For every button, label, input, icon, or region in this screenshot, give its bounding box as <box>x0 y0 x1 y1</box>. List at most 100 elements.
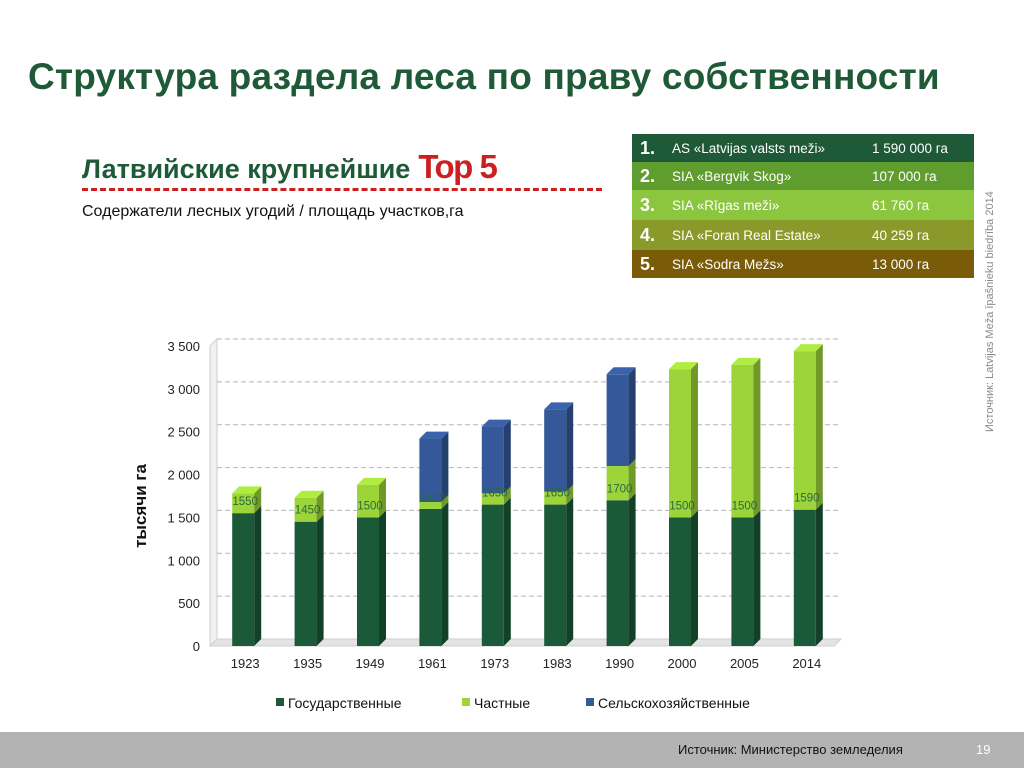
bar-segment <box>232 493 255 514</box>
bar-segment <box>606 466 629 501</box>
bar-segment-side <box>628 493 636 646</box>
x-tick-label: 1983 <box>543 656 572 671</box>
top5-rank: 2. <box>640 165 656 186</box>
y-tick-label: 0 <box>193 639 200 654</box>
data-label: 1500 <box>669 500 695 512</box>
top5-area: 40 259 га <box>872 227 930 243</box>
bar-segment-side <box>441 495 449 509</box>
dashed-divider <box>82 188 602 191</box>
data-label: 1450 <box>295 505 321 517</box>
top5-table: 1. AS «Latvijas valsts meži» 1 590 000 г… <box>632 134 974 278</box>
footer-bar: Источник: Министерство земледелия 19 <box>0 732 1024 768</box>
x-tick-label: 2005 <box>730 656 759 671</box>
bar-segment-side <box>379 510 386 646</box>
bar-segment-side <box>254 486 262 514</box>
x-tick-label: 1973 <box>480 656 509 671</box>
y-tick-label: 2 500 <box>167 425 200 440</box>
bar-top-face <box>294 490 324 498</box>
data-label: 1650 <box>544 488 570 500</box>
top5-row-1: 1. AS «Latvijas valsts meži» 1 590 000 г… <box>632 134 974 162</box>
bar-segment-side <box>566 402 574 492</box>
bar-segment <box>793 509 816 646</box>
bar-segment <box>232 513 255 646</box>
top5-area: 1 590 000 га <box>872 140 948 156</box>
bar-segment-side <box>691 510 698 646</box>
x-tick-label: 2000 <box>668 656 697 671</box>
bar-top-face <box>731 357 761 365</box>
y-axis-label: тысячи га <box>131 464 150 548</box>
slide-title: Структура раздела леса по праву собствен… <box>28 56 940 97</box>
bar-segment <box>419 438 442 502</box>
bar-segment <box>294 521 317 646</box>
subtitle-text: Латвийские крупнейшие <box>82 154 411 184</box>
data-label: 1500 <box>732 500 758 512</box>
top5-area: 107 000 га <box>872 168 937 184</box>
footer-source: Источник: Министерство земледелия <box>678 742 903 757</box>
legend-label: Частные <box>474 695 530 711</box>
y-tick-label: 3 500 <box>167 339 200 354</box>
bar-segment <box>481 493 504 505</box>
bar-segment-side <box>566 497 574 646</box>
data-label: 1550 <box>232 496 258 508</box>
subtitle: Латвийские крупнейшие Top 5 <box>82 148 498 186</box>
bar-segment <box>731 517 754 646</box>
bar-segment-side <box>753 357 761 518</box>
bar-top-face <box>669 362 698 370</box>
bar-segment <box>294 497 317 522</box>
bar-top-face <box>606 367 636 375</box>
top5-row-5: 5. SIA «Sodra Mežs» 13 000 га <box>632 250 974 278</box>
chart-caption: Содержатели лесных угодий / площадь учас… <box>82 203 464 220</box>
x-tick-label: 1935 <box>293 656 322 671</box>
y-tick-label: 1 000 <box>167 553 200 568</box>
legend-swatch <box>586 698 594 706</box>
legend-swatch <box>276 698 284 706</box>
bar-segment-side <box>503 486 511 505</box>
top5-name: SIA «Foran Real Estate» <box>672 227 821 243</box>
bar-segment-side <box>379 477 386 518</box>
bar-top-face <box>232 486 262 494</box>
legend-swatch <box>462 698 470 706</box>
top5-row-3: 3. SIA «Rīgas meži» 61 760 га <box>632 190 974 220</box>
top5-area: 13 000 га <box>872 256 930 272</box>
bar-segment <box>481 504 504 646</box>
bar-segment-side <box>815 502 823 646</box>
bar-segment-side <box>503 419 511 494</box>
bar-segment-side <box>441 431 449 502</box>
bar-segment-side <box>628 367 636 466</box>
x-tick-label: 1923 <box>231 656 260 671</box>
bar-segment-side <box>254 506 262 646</box>
bar-segment <box>793 351 816 510</box>
top5-name: SIA «Bergvik Skog» <box>672 168 792 184</box>
x-tick-label: 1990 <box>605 656 634 671</box>
bar-segment-side <box>691 362 698 518</box>
bar-segment <box>606 500 629 646</box>
top5-rank: 3. <box>640 194 656 215</box>
bar-segment <box>731 364 754 518</box>
bar-segment-side <box>566 484 574 505</box>
bar-segment <box>669 369 691 518</box>
bar-segment <box>357 517 379 646</box>
bar-segment-side <box>441 501 449 646</box>
top5-area: 61 760 га <box>872 197 930 213</box>
x-tick-label: 2014 <box>792 656 821 671</box>
chart-side-wall <box>209 337 218 648</box>
bar-segment <box>544 409 567 492</box>
bar-segment <box>419 508 442 646</box>
data-label: 1700 <box>607 483 633 495</box>
y-tick-label: 500 <box>178 596 200 611</box>
bar-segment <box>544 504 567 646</box>
top5-name: AS «Latvijas valsts meži» <box>672 140 826 156</box>
bar-segment <box>544 491 567 505</box>
bar-segment <box>669 517 691 646</box>
data-label: 1650 <box>482 488 508 500</box>
bar-top-face <box>481 419 511 427</box>
bar-segment-side <box>815 344 823 510</box>
x-tick-label: 1949 <box>356 656 385 671</box>
bar-segment-side <box>628 459 636 501</box>
top5-name: SIA «Rīgas meži» <box>672 197 780 213</box>
stacked-bar-chart: 0 500 1 000 1 500 2 000 2 500 3 000 3 500 тысячи… <box>131 337 843 711</box>
bar-segment-side <box>316 490 324 522</box>
data-label: 1500 <box>357 500 383 512</box>
top5-rank: 4. <box>640 224 656 245</box>
legend-label: Государственные <box>288 695 402 711</box>
